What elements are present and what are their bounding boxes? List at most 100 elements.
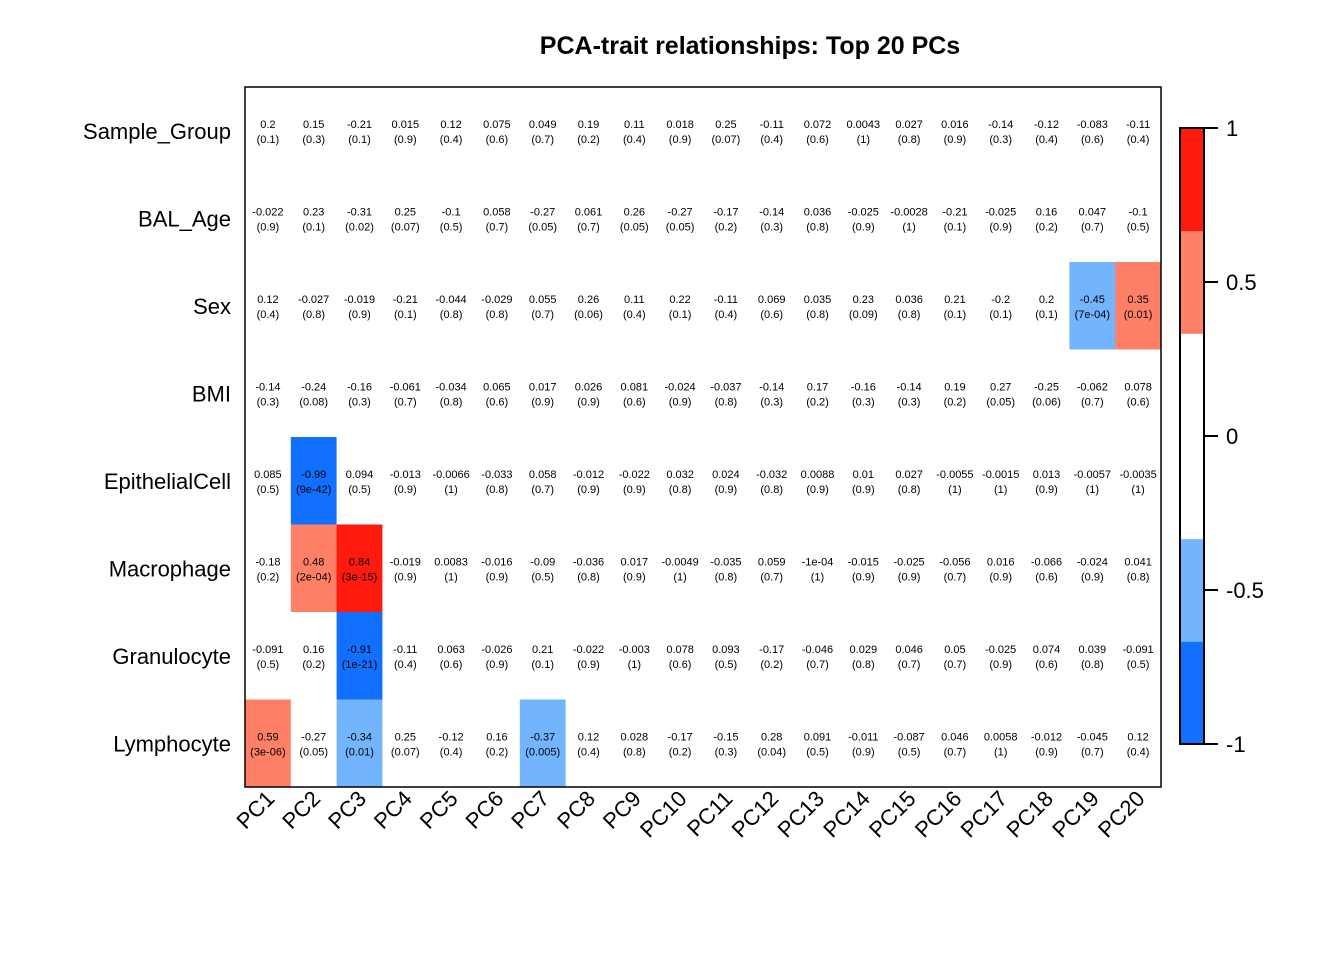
cell-value-granulocyte-pc16: 0.05 <box>944 644 965 656</box>
cell-value-lymphocyte-pc15: -0.087 <box>893 731 924 743</box>
cell-sex-pc10 <box>657 262 704 350</box>
column-label-pc19: PC19 <box>1047 786 1104 843</box>
cell-pvalue-bal-age-pc2: (0.1) <box>302 221 325 233</box>
cell-value-sex-pc8: 0.26 <box>578 294 599 306</box>
cell-value-bal-age-pc5: -0.1 <box>442 206 461 218</box>
cell-pvalue-lymphocyte-pc14: (0.9) <box>852 746 875 758</box>
cell-value-granulocyte-pc19: 0.039 <box>1079 644 1107 656</box>
legend-tick-label-1: 0.5 <box>1226 270 1257 295</box>
cell-pvalue-macrophage-pc4: (0.9) <box>394 571 417 583</box>
cell-bal-age-pc19 <box>1069 174 1116 263</box>
column-label-pc14: PC14 <box>818 786 875 843</box>
cell-epithelialcell-pc3 <box>336 437 383 525</box>
cell-lymphocyte-pc20 <box>1115 699 1162 788</box>
cell-pvalue-sex-pc4: (0.1) <box>394 309 417 321</box>
cell-pvalue-bmi-pc6: (0.6) <box>486 396 509 408</box>
cell-pvalue-macrophage-pc18: (0.6) <box>1035 571 1058 583</box>
cell-pvalue-macrophage-pc17: (0.9) <box>989 571 1012 583</box>
cell-pvalue-bmi-pc7: (0.9) <box>531 396 554 408</box>
cell-lymphocyte-pc7 <box>519 699 567 788</box>
cell-value-bal-age-pc9: 0.26 <box>624 206 645 218</box>
cell-pvalue-lymphocyte-pc4: (0.07) <box>391 746 420 758</box>
cell-epithelialcell-pc14 <box>840 437 887 525</box>
column-label-pc16: PC16 <box>910 786 967 843</box>
cell-pvalue-bmi-pc15: (0.3) <box>898 396 921 408</box>
column-label-pc5: PC5 <box>415 786 463 834</box>
cell-pvalue-lymphocyte-pc20: (0.4) <box>1127 746 1150 758</box>
cell-pvalue-sex-pc8: (0.06) <box>574 309 603 321</box>
cell-pvalue-macrophage-pc14: (0.9) <box>852 571 875 583</box>
cell-bmi-pc7 <box>519 349 567 438</box>
cell-value-bmi-pc16: 0.19 <box>944 381 965 393</box>
cell-pvalue-lymphocyte-pc19: (0.7) <box>1081 746 1104 758</box>
cell-epithelialcell-pc11 <box>703 437 750 525</box>
row-label-epithelialcell: EpithelialCell <box>104 469 231 494</box>
cell-macrophage-pc1 <box>245 524 292 613</box>
cell-pvalue-macrophage-pc7: (0.5) <box>531 571 554 583</box>
cell-value-granulocyte-pc1: -0.091 <box>252 644 283 656</box>
cell-macrophage-pc16 <box>932 524 979 613</box>
cell-value-bal-age-pc2: 0.23 <box>303 206 324 218</box>
legend-band-1 <box>1180 538 1204 642</box>
column-label-pc20: PC20 <box>1093 786 1150 843</box>
cell-value-epithelialcell-pc15: 0.027 <box>895 469 923 481</box>
cell-pvalue-macrophage-pc8: (0.8) <box>577 571 600 583</box>
cell-value-macrophage-pc17: 0.016 <box>987 556 1015 568</box>
cell-pvalue-lymphocyte-pc7: (0.005) <box>525 746 560 758</box>
cell-bal-age-pc12 <box>748 174 796 263</box>
cell-pvalue-sample-group-pc14: (1) <box>857 134 870 146</box>
cell-value-bmi-pc12: -0.14 <box>759 381 784 393</box>
cell-pvalue-bmi-pc19: (0.7) <box>1081 396 1104 408</box>
cell-pvalue-epithelialcell-pc4: (0.9) <box>394 484 417 496</box>
cell-epithelialcell-pc1 <box>245 437 292 525</box>
cell-pvalue-epithelialcell-pc15: (0.8) <box>898 484 921 496</box>
cell-pvalue-bal-age-pc6: (0.7) <box>486 221 509 233</box>
cell-bmi-pc5 <box>428 349 475 438</box>
cell-pvalue-granulocyte-pc4: (0.4) <box>394 659 417 671</box>
cell-pvalue-bal-age-pc15: (1) <box>902 221 915 233</box>
cell-value-macrophage-pc13: -1e-04 <box>802 556 834 568</box>
cell-value-epithelialcell-pc12: -0.032 <box>756 469 787 481</box>
cell-pvalue-epithelialcell-pc5: (1) <box>444 484 457 496</box>
column-label-pc15: PC15 <box>864 786 921 843</box>
cell-granulocyte-pc14 <box>840 612 887 700</box>
column-label-pc17: PC17 <box>956 786 1013 843</box>
cell-pvalue-granulocyte-pc5: (0.6) <box>440 659 463 671</box>
row-label-bal-age: BAL_Age <box>138 206 231 231</box>
cell-granulocyte-pc7 <box>519 612 567 700</box>
cell-value-sample-group-pc18: -0.12 <box>1034 119 1059 131</box>
cell-bmi-pc2 <box>290 349 338 438</box>
cell-value-granulocyte-pc7: 0.21 <box>532 644 553 656</box>
column-label-pc12: PC12 <box>727 786 784 843</box>
cell-pvalue-bal-age-pc9: (0.05) <box>620 221 649 233</box>
cell-bmi-pc18 <box>1023 349 1070 438</box>
cell-pvalue-macrophage-pc2: (2e-04) <box>296 571 331 583</box>
cell-pvalue-bmi-pc8: (0.9) <box>577 396 600 408</box>
cell-pvalue-sex-pc11: (0.4) <box>715 309 738 321</box>
cell-value-bal-age-pc18: 0.16 <box>1036 206 1057 218</box>
cell-value-sample-group-pc2: 0.15 <box>303 119 324 131</box>
cell-granulocyte-pc2 <box>290 612 338 700</box>
cell-bal-age-pc18 <box>1023 174 1070 263</box>
cell-pvalue-sample-group-pc1: (0.1) <box>257 134 280 146</box>
cell-bmi-pc13 <box>794 349 841 438</box>
cell-lymphocyte-pc1 <box>245 699 292 788</box>
cell-sample-group-pc4 <box>382 87 429 175</box>
cell-pvalue-sex-pc3: (0.9) <box>348 309 371 321</box>
cell-epithelialcell-pc20 <box>1115 437 1162 525</box>
cell-pvalue-bmi-pc3: (0.3) <box>348 396 371 408</box>
cell-value-sex-pc17: -0.2 <box>991 294 1010 306</box>
cell-pvalue-granulocyte-pc19: (0.8) <box>1081 659 1104 671</box>
cell-pvalue-granulocyte-pc14: (0.8) <box>852 659 875 671</box>
cell-value-bmi-pc18: -0.25 <box>1034 381 1059 393</box>
cell-value-bmi-pc13: 0.17 <box>807 381 828 393</box>
cell-bal-age-pc9 <box>611 174 658 263</box>
cell-granulocyte-pc3 <box>336 612 383 700</box>
cell-macrophage-pc20 <box>1115 524 1162 613</box>
cell-pvalue-bal-age-pc8: (0.7) <box>577 221 600 233</box>
cell-value-granulocyte-pc6: -0.026 <box>481 644 512 656</box>
cell-value-bmi-pc19: -0.062 <box>1077 381 1108 393</box>
cell-pvalue-granulocyte-pc13: (0.7) <box>806 659 829 671</box>
cell-value-bal-age-pc13: 0.036 <box>804 206 832 218</box>
cell-pvalue-epithelialcell-pc2: (9e-42) <box>296 484 331 496</box>
